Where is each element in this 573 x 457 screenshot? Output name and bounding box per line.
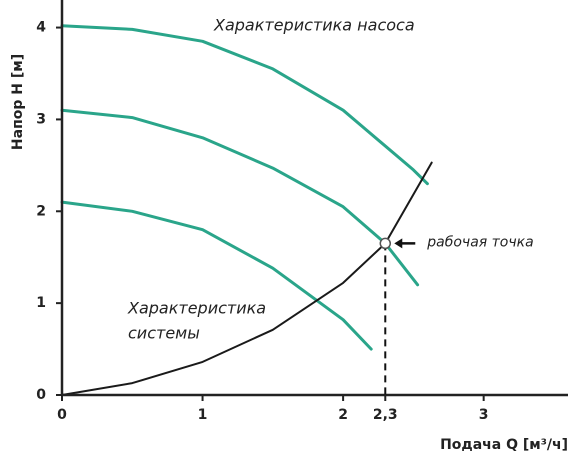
curve xyxy=(60,24,429,186)
curve xyxy=(60,108,420,287)
y-axis-label: Напор Н [м] xyxy=(10,54,26,150)
operating-point-label: рабочая точка xyxy=(426,234,533,250)
operating-point xyxy=(379,237,392,250)
y-tick-label: 3 xyxy=(36,111,46,127)
arrow-head xyxy=(394,238,403,249)
curve xyxy=(60,200,373,351)
x-tick-label: 2,3 xyxy=(373,407,398,423)
y-tick-label: 4 xyxy=(36,20,46,36)
curve xyxy=(61,161,433,396)
x-tick-label: 0 xyxy=(57,407,67,423)
y-tick-label: 1 xyxy=(36,295,46,311)
y-tick-label: 2 xyxy=(36,203,46,219)
system-label: Характеристика xyxy=(127,299,266,318)
x-tick-label: 1 xyxy=(198,407,208,423)
system-label: системы xyxy=(128,324,200,343)
x-tick-label: 2 xyxy=(338,407,348,423)
pump-label: Характеристика насоса xyxy=(213,16,415,35)
x-axis-label: Подача Q [м³/ч] xyxy=(440,437,568,453)
x-tick-label: 3 xyxy=(479,407,489,423)
y-tick-label: 0 xyxy=(36,387,46,403)
